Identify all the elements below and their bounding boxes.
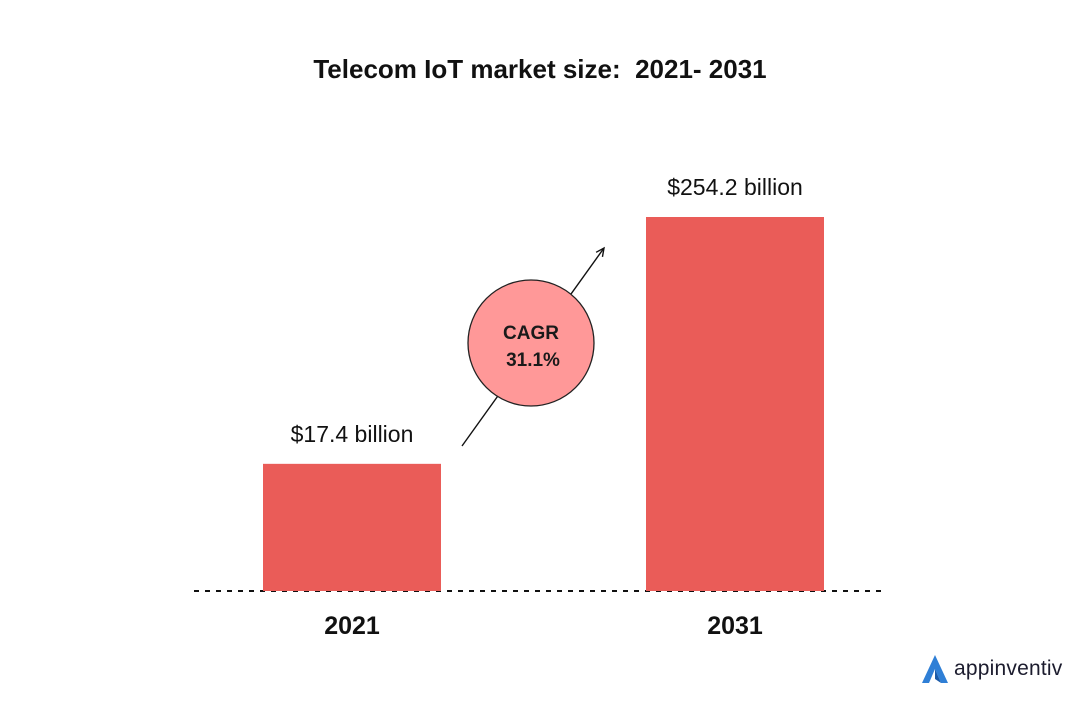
growth-arrow-head — [595, 246, 605, 257]
brand-name: appinventiv — [954, 657, 1063, 680]
cagr-bubble — [467, 279, 595, 407]
chart-title: Telecom IoT market size: 2021- 2031 — [313, 54, 767, 84]
bar-2021 — [263, 463, 441, 591]
value-label-2021: $17.4 billion — [291, 421, 414, 447]
appinventiv-logo-icon — [922, 655, 948, 683]
bar-2031 — [646, 217, 824, 591]
category-label-2021: 2021 — [324, 612, 380, 640]
brand-logo: appinventiv — [920, 652, 1062, 686]
category-label-2031: 2031 — [707, 612, 763, 640]
cagr-label: CAGR — [503, 323, 559, 344]
cagr-annotation: CAGR 31.1% — [461, 246, 605, 447]
cagr-value: 31.1% — [506, 350, 560, 371]
value-label-2031: $254.2 billion — [667, 174, 803, 200]
